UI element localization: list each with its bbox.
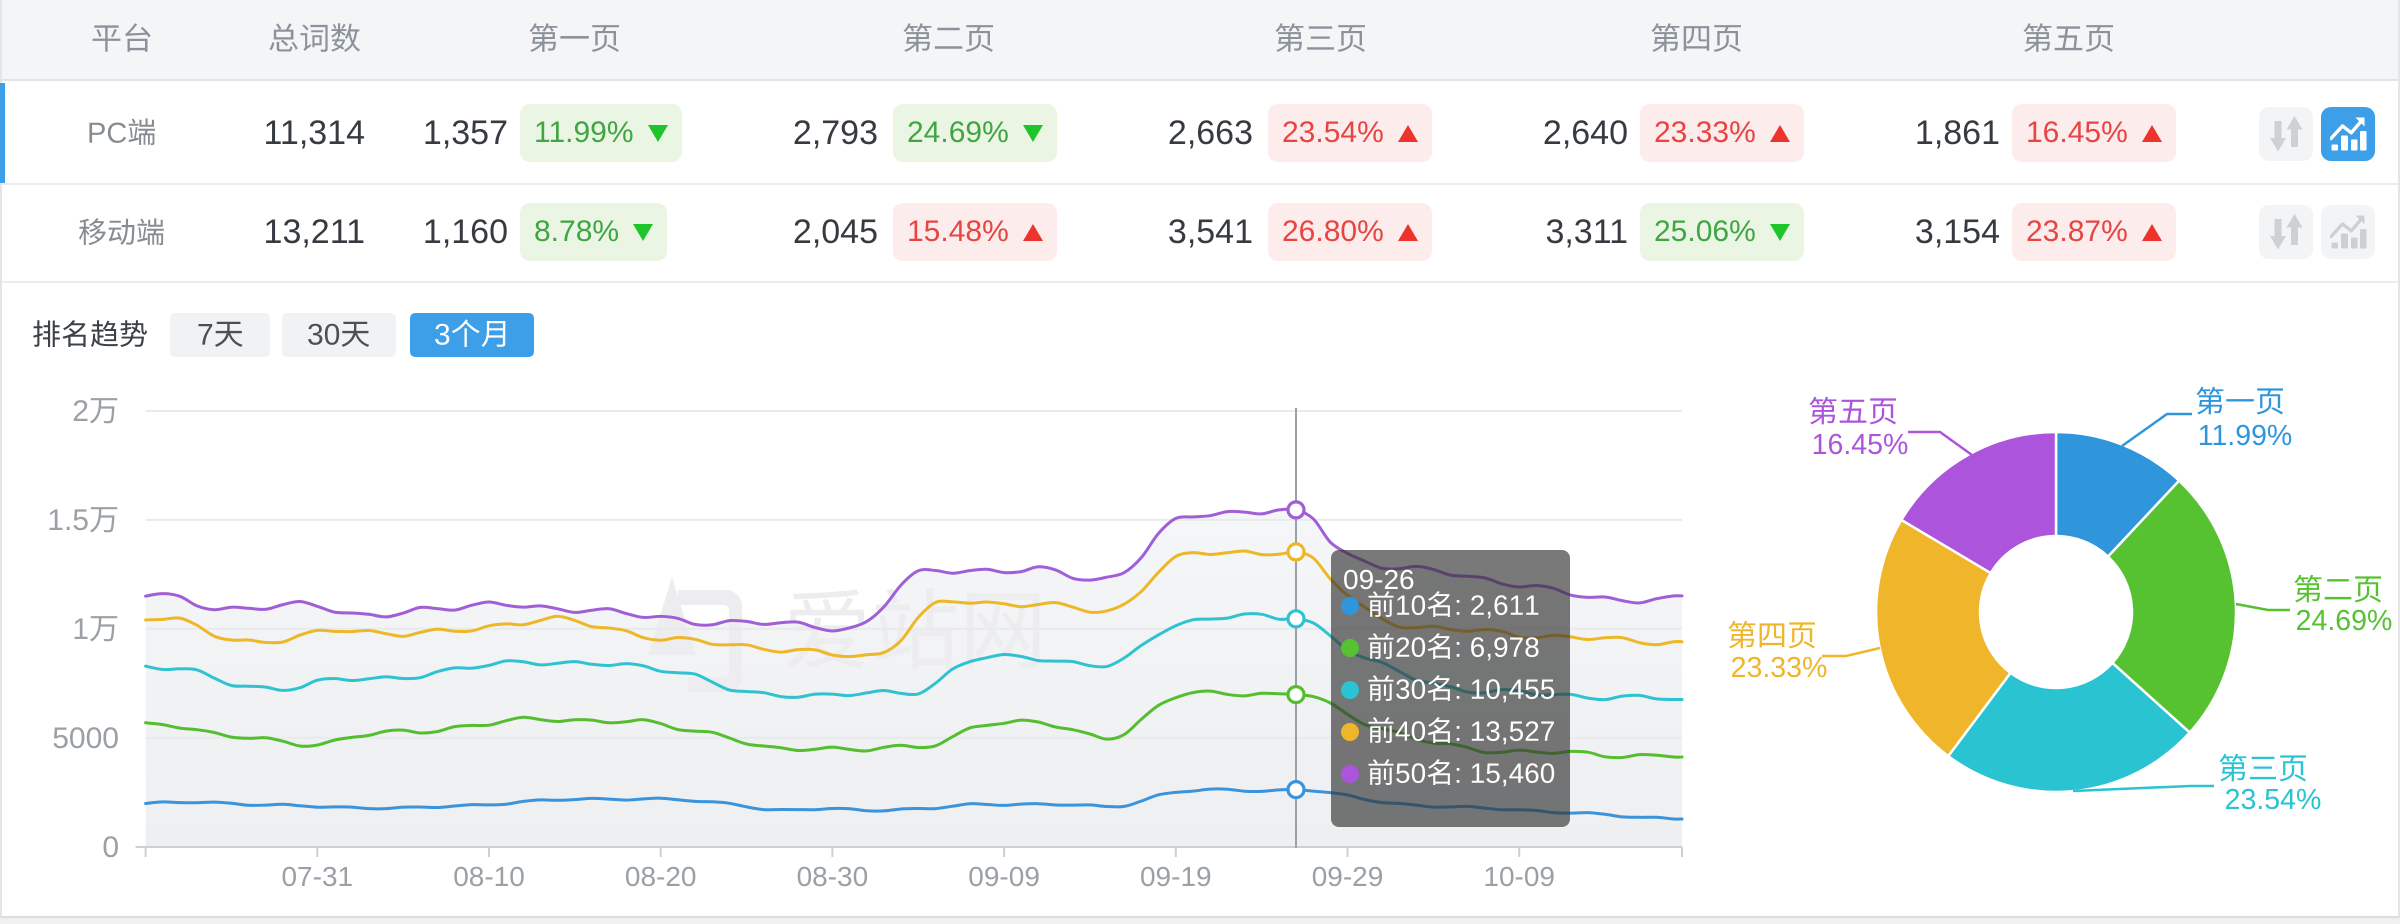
svg-text:08-10: 08-10 xyxy=(453,861,525,892)
svg-text:16.45%: 16.45% xyxy=(1812,429,1909,461)
svg-text:08-30: 08-30 xyxy=(797,861,869,892)
svg-text:24.69%: 24.69% xyxy=(2296,605,2393,637)
svg-text:11.99%: 11.99% xyxy=(2198,420,2293,452)
svg-text:23.54%: 23.54% xyxy=(2225,784,2322,816)
svg-text:5000: 5000 xyxy=(52,722,119,755)
svg-text:10-09: 10-09 xyxy=(1483,861,1555,892)
svg-text:09-09: 09-09 xyxy=(968,861,1040,892)
svg-text:0: 0 xyxy=(102,831,119,864)
svg-text:09-29: 09-29 xyxy=(1312,861,1384,892)
svg-text:08-20: 08-20 xyxy=(625,861,697,892)
svg-text:07-31: 07-31 xyxy=(281,861,353,892)
svg-text:23.33%: 23.33% xyxy=(1731,652,1828,684)
svg-text:09-19: 09-19 xyxy=(1140,861,1212,892)
